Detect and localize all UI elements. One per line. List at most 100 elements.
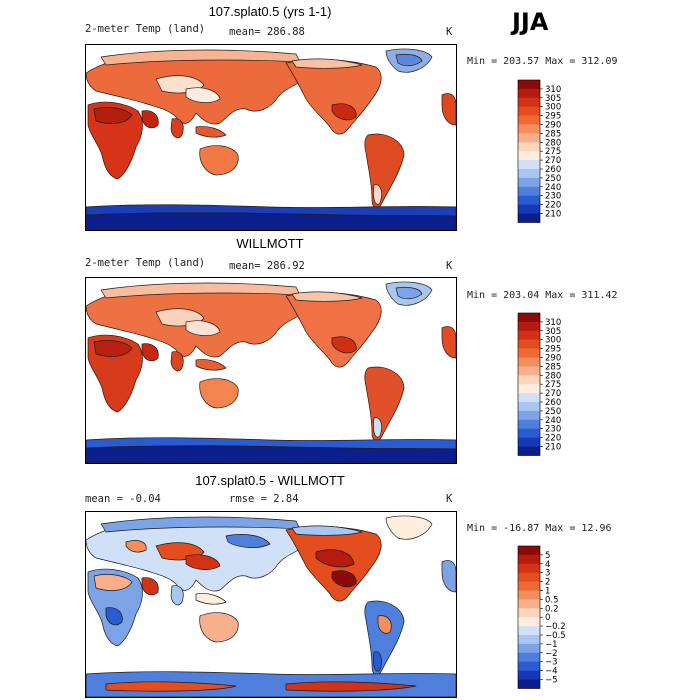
panel-1-title: 107.splat0.5 (yrs 1-1) — [208, 4, 332, 19]
panel-3-units: K — [446, 493, 453, 505]
colorbar-swatch — [518, 563, 540, 573]
colorbar-swatch — [518, 151, 540, 161]
panel-2-map-canvas — [86, 281, 456, 463]
colorbar-swatch — [518, 419, 540, 429]
colorbar-tick-label: 0.5 — [545, 595, 559, 605]
colorbar-swatch — [518, 366, 540, 376]
colorbar-swatch — [518, 313, 540, 323]
panel-3-map — [85, 511, 457, 698]
colorbar-tick-label: 5 — [545, 551, 550, 561]
colorbar-tick-label: 0.2 — [545, 604, 559, 614]
colorbar-tick-label: −4 — [545, 667, 558, 677]
colorbar-swatch — [518, 177, 540, 188]
colorbar-tick-label: 270 — [545, 156, 561, 166]
panel-1-colorbar: 310 305 300 295 290 285 280 275 270 260 250 240 230 2… — [517, 79, 578, 226]
colorbar-swatch — [518, 581, 540, 591]
colorbar-tick-label: 260 — [545, 398, 561, 408]
panel-3-mean-label: mean = -0.04 — [85, 493, 161, 505]
colorbar-swatch — [518, 626, 540, 636]
colorbar-swatch — [518, 428, 540, 438]
colorbar-tick-label: 280 — [545, 371, 561, 381]
panel-3-title: 107.splat0.5 - WILLMOTT — [195, 473, 345, 488]
colorbar-tick-label: 240 — [545, 183, 561, 193]
colorbar-tick-label: 300 — [545, 103, 561, 113]
colorbar-swatch — [518, 160, 540, 170]
colorbar-tick-label: 260 — [545, 165, 561, 175]
colorbar-tick-label: −0.5 — [545, 631, 566, 641]
colorbar-swatch — [518, 195, 540, 205]
colorbar-swatch — [518, 133, 540, 143]
panel-2-units: K — [446, 260, 453, 272]
colorbar-tick-label: 285 — [545, 362, 561, 372]
colorbar-tick-label: 230 — [545, 192, 561, 202]
colorbar-tick-label: 310 — [545, 318, 561, 328]
colorbar-tick-label: 310 — [545, 85, 561, 95]
colorbar-tick-label: 275 — [545, 147, 561, 157]
panel-2-mean-label: mean= 286.92 — [229, 260, 305, 272]
colorbar-tick-label: 290 — [545, 121, 561, 131]
panel-1-minmax: Min = 203.57 Max = 312.09 — [467, 56, 618, 67]
colorbar-tick-label: 270 — [545, 389, 561, 399]
panel-2-map — [85, 277, 457, 464]
colorbar-tick-label: 240 — [545, 416, 561, 426]
panel-1-map — [85, 44, 457, 231]
colorbar-swatch — [518, 402, 540, 412]
colorbar-swatch — [518, 437, 540, 447]
colorbar-tick-label: 250 — [545, 407, 561, 417]
colorbar-swatch — [518, 661, 540, 671]
colorbar-swatch — [518, 88, 540, 99]
colorbar-tick-label: 250 — [545, 174, 561, 184]
colorbar-tick-label: 275 — [545, 380, 561, 390]
panel-3-map-canvas — [86, 515, 456, 697]
colorbar-swatch — [518, 97, 540, 107]
colorbar-swatch — [518, 635, 540, 645]
colorbar-swatch — [518, 321, 540, 332]
season-label: JJA — [512, 8, 549, 36]
colorbar-tick-label: 300 — [545, 336, 561, 346]
colorbar-swatch — [518, 670, 540, 680]
panel-3-minmax: Min = -16.87 Max = 12.96 — [467, 523, 612, 534]
colorbar-swatch — [518, 590, 540, 600]
colorbar-tick-label: 295 — [545, 112, 561, 122]
colorbar-swatch — [518, 124, 540, 134]
panel-2-variable-label: 2-meter Temp (land) — [85, 257, 206, 269]
colorbar-swatch — [518, 142, 540, 152]
colorbar-swatch — [518, 357, 540, 367]
colorbar-tick-label: 2 — [545, 578, 550, 588]
panel-1-units: K — [446, 26, 453, 38]
colorbar-swatch — [518, 375, 540, 385]
colorbar-swatch — [518, 106, 540, 116]
colorbar-swatch — [518, 348, 540, 358]
colorbar-swatch — [518, 643, 540, 654]
colorbar-tick-label: −1 — [545, 640, 558, 650]
panel-1-colorbar-graphic: 3103053002952902852802752702602502402302… — [517, 79, 561, 223]
colorbar-swatch — [518, 384, 540, 394]
colorbar-tick-label: −3 — [545, 658, 558, 668]
colorbar-tick-label: 230 — [545, 425, 561, 435]
colorbar-swatch — [518, 393, 540, 403]
colorbar-tick-label: 290 — [545, 354, 561, 364]
colorbar-swatch — [518, 652, 540, 662]
panel-3-colorbar: 5 4 3 2 1 0.5 0.2 0 −0.2 −0.5 −1 −2 −3 −4 −5 — [517, 545, 578, 692]
colorbar-swatch — [518, 410, 540, 421]
colorbar-swatch — [518, 572, 540, 582]
colorbar-tick-label: −2 — [545, 649, 558, 659]
colorbar-tick-label: 295 — [545, 345, 561, 355]
panel-3-rmse-label: rmse = 2.84 — [229, 493, 299, 505]
colorbar-tick-label: 285 — [545, 129, 561, 139]
colorbar-tick-label: 220 — [545, 201, 561, 211]
colorbar-tick-label: −0.2 — [545, 622, 566, 632]
colorbar-tick-label: 305 — [545, 327, 561, 337]
colorbar-tick-label: 3 — [545, 569, 550, 579]
panel-2-minmax: Min = 203.04 Max = 311.42 — [467, 290, 618, 301]
panel-1-map-canvas — [86, 48, 456, 230]
panel-2-colorbar: 310 305 300 295 290 285 280 275 270 260 250 240 230 2… — [517, 312, 578, 459]
panel-2-title: WILLMOTT — [236, 236, 304, 251]
colorbar-tick-label: 210 — [545, 443, 561, 453]
colorbar-swatch — [518, 608, 540, 618]
colorbar-swatch — [518, 169, 540, 179]
colorbar-swatch — [518, 115, 540, 125]
colorbar-swatch — [518, 339, 540, 349]
